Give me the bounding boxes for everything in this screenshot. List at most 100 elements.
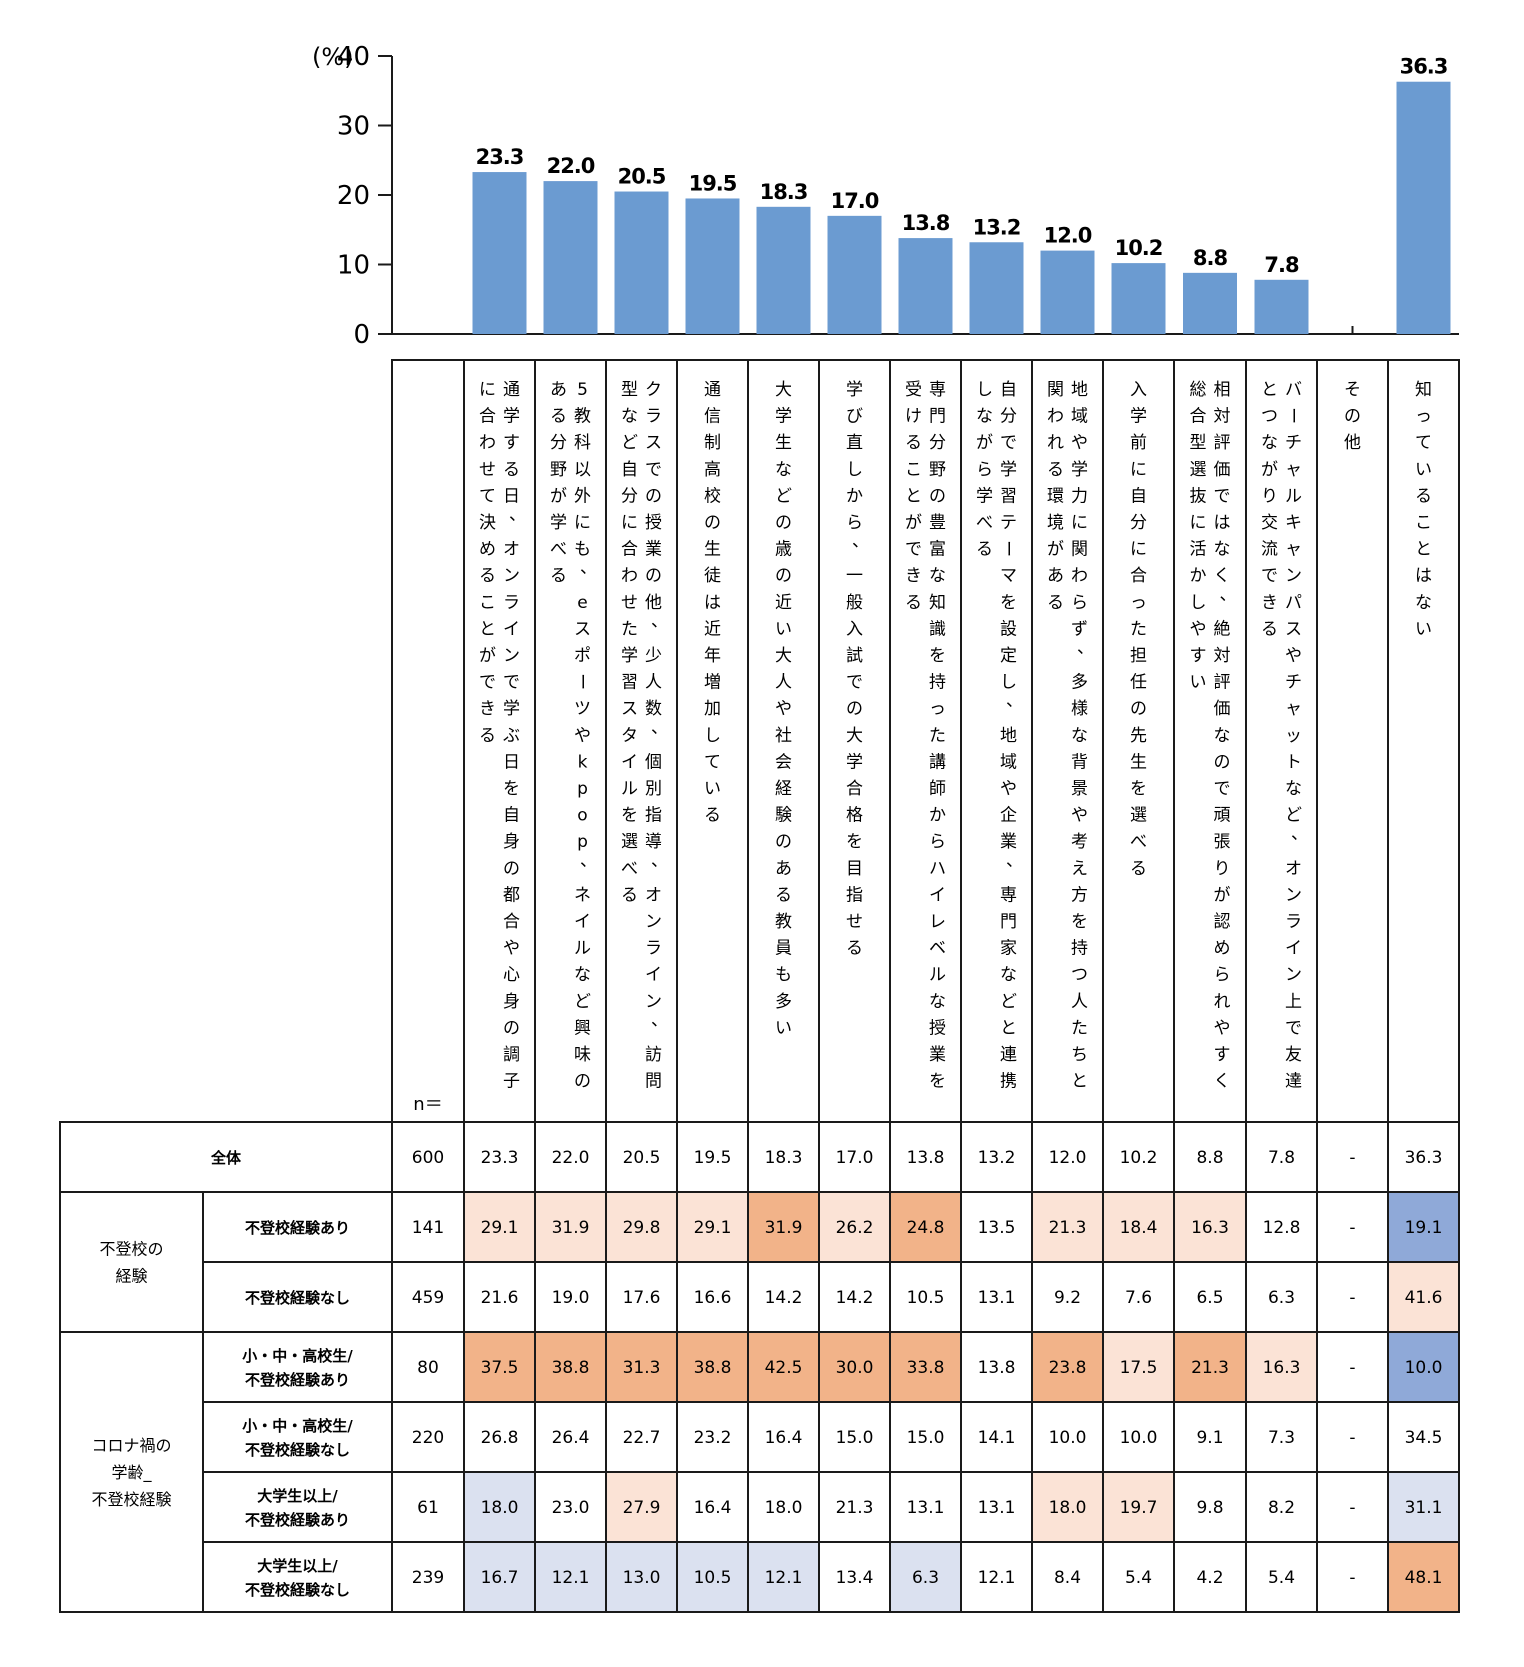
category-label-char: 家	[1000, 939, 1017, 959]
shaded-cell	[677, 1192, 748, 1262]
category-label-char: な	[1000, 965, 1017, 985]
category-label-char: や	[1190, 619, 1207, 639]
category-label-char: を	[1000, 593, 1017, 613]
category-label-char: ャ	[1285, 460, 1302, 480]
category-label-char: 学	[775, 407, 792, 427]
category-label-char: ル	[574, 939, 591, 959]
data-label: 36.3	[1400, 55, 1448, 79]
category-label-char: っ	[1415, 407, 1432, 427]
body-frame	[59, 1121, 1460, 1613]
category-label-char: る	[905, 433, 922, 453]
category-label-char: を	[929, 1072, 946, 1092]
value-cell: 12.8	[1263, 1218, 1301, 1238]
category-label-char: 合	[503, 912, 520, 932]
group-label: 不登校の	[99, 1240, 163, 1259]
data-label: 20.5	[618, 165, 666, 189]
category-label-char: た	[621, 619, 638, 639]
category-label-char: な	[929, 566, 946, 586]
value-cell: 6.5	[1196, 1288, 1223, 1308]
value-cell: 29.8	[623, 1218, 661, 1238]
category-label-char: は	[704, 593, 721, 613]
category-label-char: 知	[1415, 380, 1432, 400]
category-label-char: 心	[503, 965, 520, 985]
value-cell: 6.3	[1268, 1288, 1295, 1308]
category-label-char: 評	[1214, 433, 1231, 453]
category-label-char: す	[503, 433, 520, 453]
shaded-cell	[606, 1472, 677, 1542]
category-label-char: 関	[1071, 540, 1088, 560]
category-label-char: る	[1130, 859, 1147, 879]
category-label-char: 社	[775, 726, 792, 746]
category-label-char: す	[1190, 646, 1207, 666]
shaded-cell	[1388, 1262, 1459, 1332]
row-label: 不登校経験なし	[245, 1289, 350, 1307]
value-cell: 22.7	[623, 1428, 661, 1448]
category-label-char: 分	[1130, 513, 1147, 533]
category-label-char: 価	[1214, 699, 1231, 719]
category-label-char: 、	[1006, 851, 1023, 871]
category-label-char: 学	[550, 513, 567, 533]
category-label-char: と	[1071, 1072, 1088, 1092]
category-label-char: ハ	[929, 859, 946, 879]
category-label-char: て	[1415, 433, 1432, 453]
category-label-char: 交	[1261, 513, 1278, 533]
n-cell: 141	[412, 1218, 444, 1238]
category-label-char: 導	[645, 832, 662, 852]
category-label-char: か	[929, 806, 946, 826]
category-label-char: 専	[1000, 885, 1017, 905]
value-cell: 6.3	[912, 1568, 939, 1588]
category-label-char: ン	[1285, 566, 1302, 586]
category-label-char: k	[578, 752, 588, 772]
shaded-cell	[1032, 1332, 1103, 1402]
bar	[898, 238, 953, 334]
value-cell: 16.7	[481, 1568, 519, 1588]
category-label-char: ち	[1071, 1045, 1088, 1065]
category-label-char: か	[846, 486, 863, 506]
value-cell: 12.1	[552, 1568, 590, 1588]
value-cell: 13.1	[907, 1498, 945, 1518]
value-cell: -	[1349, 1498, 1355, 1518]
shaded-cell	[1032, 1192, 1103, 1262]
shaded-cell	[1103, 1472, 1174, 1542]
category-label-char: る	[1261, 619, 1278, 639]
category-label-char: せ	[846, 912, 863, 932]
category-label-char: ス	[1285, 619, 1302, 639]
category-label-char: 訪	[645, 1045, 662, 1065]
category-label-char: ン	[645, 992, 662, 1012]
category-label-char: や	[1071, 433, 1088, 453]
category-label-char: ー	[1283, 407, 1303, 424]
category-label-char: な	[574, 965, 591, 985]
category-label-char: 個	[645, 752, 662, 772]
category-label-char: わ	[1047, 407, 1064, 427]
value-cell: 15.0	[907, 1428, 945, 1448]
category-label-char: ら	[1214, 965, 1231, 985]
value-cell: 8.4	[1054, 1568, 1081, 1588]
category-label-char: 関	[1047, 380, 1064, 400]
category-label-char: な	[1415, 593, 1432, 613]
value-cell: -	[1349, 1428, 1355, 1448]
value-cell: 21.6	[481, 1288, 519, 1308]
category-label-char: チ	[1285, 673, 1302, 693]
value-cell: 16.3	[1191, 1218, 1229, 1238]
category-label-char: 高	[704, 460, 721, 480]
data-label: 17.0	[831, 189, 879, 213]
category-label-char: ど	[621, 433, 638, 453]
value-cell: 19.1	[1405, 1218, 1443, 1238]
value-cell: 5.4	[1125, 1568, 1152, 1588]
category-label-char: し	[1000, 673, 1017, 693]
category-label-char: ら	[929, 832, 946, 852]
bar	[472, 172, 527, 334]
value-cell: 18.3	[765, 1148, 803, 1168]
category-label-char: れ	[1047, 433, 1064, 453]
category-label-char: け	[905, 407, 922, 427]
row-label: 大学生以上/	[257, 1487, 338, 1505]
shaded-cell	[890, 1332, 961, 1402]
category-label-char: o	[577, 806, 587, 826]
category-label-char: ト	[1285, 752, 1302, 772]
category-label-char: 大	[775, 380, 792, 400]
bar	[756, 206, 811, 334]
category-label-char: 野	[929, 460, 946, 480]
category-label-char: は	[1214, 513, 1231, 533]
n-cell: 459	[412, 1288, 444, 1308]
category-label-char: 定	[1000, 646, 1017, 666]
